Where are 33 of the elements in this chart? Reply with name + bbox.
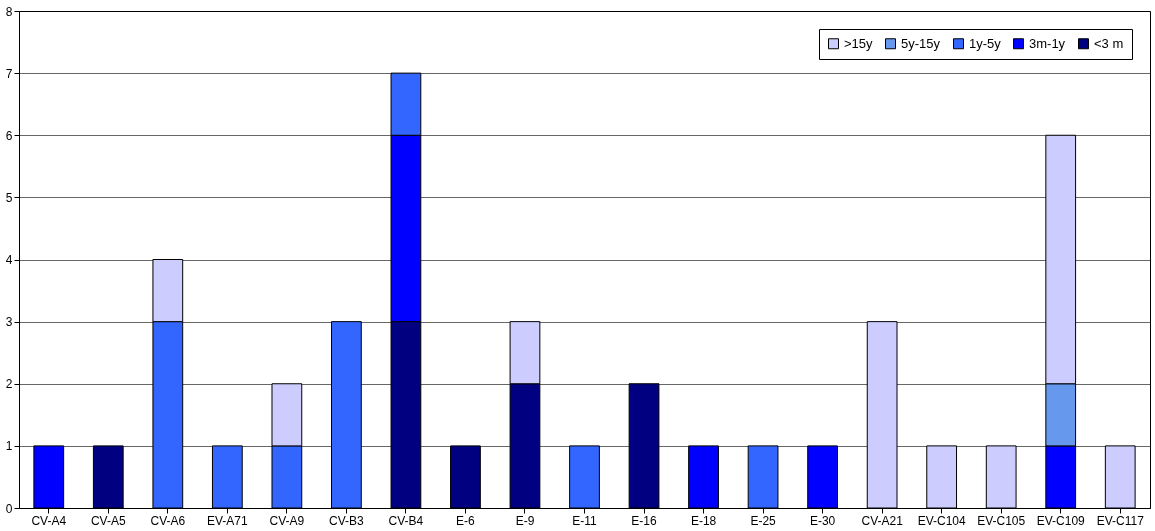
x-tick-label: E-25 bbox=[750, 513, 777, 528]
legend-label: <3 m bbox=[1094, 35, 1124, 51]
legend-label: 1y-5y bbox=[969, 35, 1002, 51]
legend-label: >15y bbox=[844, 35, 874, 51]
x-tick-label: EV-C105 bbox=[977, 513, 1026, 528]
x-tick-label: E-30 bbox=[809, 513, 836, 528]
x-tick-label: E-6 bbox=[456, 513, 476, 528]
y-tick-label: 6 bbox=[5, 128, 13, 143]
y-tick-label: 8 bbox=[5, 4, 13, 19]
x-tick-label: E-16 bbox=[631, 513, 658, 528]
x-tick-label: EV-C104 bbox=[917, 513, 966, 528]
y-tick-label: 5 bbox=[5, 190, 13, 205]
x-tick-label: CV-A9 bbox=[269, 513, 305, 528]
x-tick-label: CV-B3 bbox=[329, 513, 365, 528]
x-tick-label: CV-A4 bbox=[31, 513, 67, 528]
x-tick-label: CV-A6 bbox=[150, 513, 186, 528]
y-tick-label: 3 bbox=[5, 315, 13, 330]
y-tick-label: 4 bbox=[5, 253, 13, 267]
y-tick-label: 2 bbox=[5, 377, 13, 392]
legend-label: 5y-15y bbox=[901, 35, 941, 51]
x-tick-label: EV-C109 bbox=[1036, 513, 1086, 528]
y-tick-label: 7 bbox=[5, 66, 13, 81]
x-tick-label: E-9 bbox=[515, 513, 535, 528]
x-tick-label: EV-A71 bbox=[206, 513, 249, 528]
y-tick-label: 1 bbox=[5, 439, 13, 454]
x-tick-label: CV-A5 bbox=[90, 513, 126, 528]
y-tick-label: 0 bbox=[5, 501, 13, 516]
legend-label: 3m-1y bbox=[1029, 35, 1066, 51]
x-tick-label: E-18 bbox=[690, 513, 717, 528]
x-tick-label: EV-C117 bbox=[1096, 513, 1145, 528]
x-tick-label: E-11 bbox=[572, 513, 598, 528]
x-tick-label: CV-B4 bbox=[388, 513, 424, 528]
x-tick-label: CV-A21 bbox=[861, 513, 904, 528]
